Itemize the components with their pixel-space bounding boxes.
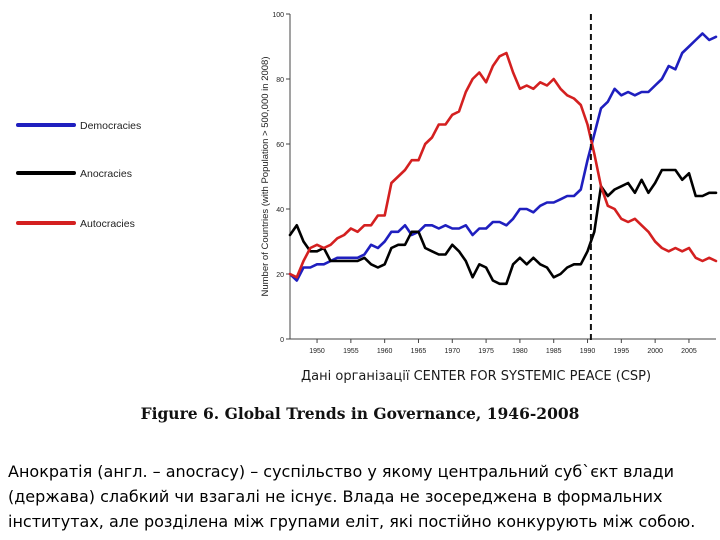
x-tick-label: 1950 [309,348,325,355]
x-tick-label: 1990 [580,348,596,355]
figure-caption: Figure 6. Global Trends in Governance, 1… [140,404,580,423]
x-tick-label: 1960 [377,348,393,355]
y-tick-label: 40 [276,207,284,214]
plot-area: 0 20 40 60 80 100 1950 1955 1960 1965 1970 1975 1980… [260,12,718,355]
chart-legend: Democracies Anocracies Autocracies [16,120,141,230]
y-tick-label: 60 [276,142,284,149]
series-line-anocracies [288,168,718,286]
y-tick-label: 20 [276,272,284,279]
y-tick-label: 0 [280,337,284,344]
source-note: Дані організації CENTER FOR SYSTEMIC PEA… [301,369,652,384]
y-tick-label: 100 [272,12,284,19]
y-tick-label: 80 [276,77,284,84]
legend-label-autocracies: Autocracies [80,218,135,230]
x-tick-label: 1980 [512,348,528,355]
x-tick-label: 1975 [478,348,494,355]
x-tick-label: 2000 [647,348,663,355]
x-tick-label: 1970 [444,348,460,355]
x-tick-label: 1965 [411,348,427,355]
x-tick-label: 1955 [343,348,359,355]
series-line-democracies [288,32,718,282]
legend-label-anocracies: Anocracies [80,168,132,180]
governance-trends-chart: Democracies Anocracies Autocracies 0 20 40 60… [16,12,718,355]
x-tick-label: 1985 [546,348,562,355]
anocracy-definition: Анократія (англ. – anocracy) – суспільст… [8,462,696,531]
x-tick-label: 2005 [681,348,697,355]
legend-label-democracies: Democracies [80,120,141,132]
x-tick-label: 1995 [614,348,630,355]
series-line-autocracies [288,51,718,279]
y-axis-label: Number of Countries (with Population > 5… [260,56,271,296]
